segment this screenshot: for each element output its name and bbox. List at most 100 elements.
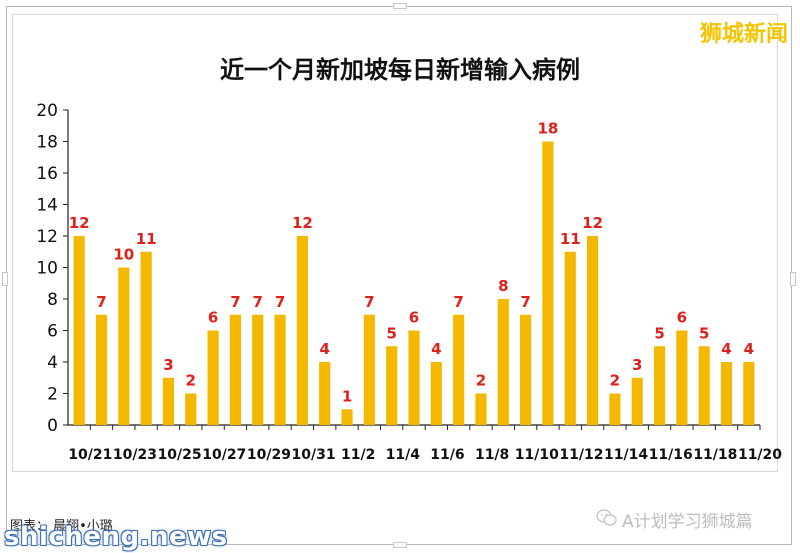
x-tick-label: 11/16 <box>649 447 693 463</box>
bar <box>475 393 487 425</box>
y-tick-label: 0 <box>47 416 58 436</box>
data-label: 7 <box>275 293 285 311</box>
x-tick-label: 11/6 <box>430 447 464 463</box>
bar <box>408 330 420 425</box>
data-label: 8 <box>498 277 508 295</box>
data-label: 3 <box>163 356 173 374</box>
y-tick-label: 12 <box>36 227 58 247</box>
x-tick-label: 10/31 <box>292 447 336 463</box>
x-tick-label: 10/23 <box>113 447 157 463</box>
chart-title: 近一个月新加坡每日新增输入病例 <box>220 56 580 84</box>
data-label: 7 <box>453 293 463 311</box>
bar <box>118 267 130 425</box>
resize-handle-top[interactable] <box>393 3 407 9</box>
bar <box>140 251 152 425</box>
bar <box>720 362 733 425</box>
bar <box>162 377 175 425</box>
data-label: 11 <box>560 230 581 248</box>
bar <box>274 314 286 425</box>
x-tick-label: 11/18 <box>693 447 737 463</box>
x-tick-label: 11/2 <box>341 447 375 463</box>
y-tick-label: 20 <box>36 101 58 121</box>
bar <box>653 346 666 425</box>
bar <box>363 314 375 425</box>
x-tick-label: 11/12 <box>559 447 603 463</box>
resize-handle-bottom[interactable] <box>393 542 407 548</box>
bar <box>207 330 219 425</box>
data-label: 12 <box>582 214 603 232</box>
data-label: 4 <box>721 340 731 358</box>
y-tick-label: 18 <box>36 133 58 153</box>
bar <box>386 346 398 425</box>
bar <box>631 377 643 425</box>
data-label: 3 <box>632 356 642 374</box>
x-tick-label: 11/20 <box>738 447 782 463</box>
brand-logo-text: 狮城新闻 <box>699 22 788 47</box>
data-label: 1 <box>342 387 352 405</box>
data-label: 7 <box>253 293 263 311</box>
bar <box>520 314 532 425</box>
data-label: 6 <box>208 309 218 327</box>
x-tick-label: 10/29 <box>247 447 291 463</box>
data-label: 4 <box>319 340 329 358</box>
bar <box>453 314 465 425</box>
bar <box>587 236 599 425</box>
data-label: 2 <box>186 372 196 390</box>
data-label: 5 <box>699 324 709 342</box>
resize-handle-left[interactable] <box>2 272 8 286</box>
bar <box>542 141 554 425</box>
bar <box>609 393 621 425</box>
bar <box>185 393 197 425</box>
bar <box>743 362 755 425</box>
data-label: 7 <box>520 293 530 311</box>
bar <box>252 314 264 425</box>
bar <box>341 409 353 425</box>
data-label: 4 <box>431 340 441 358</box>
y-tick-label: 10 <box>36 259 58 279</box>
y-tick-label: 14 <box>36 196 58 216</box>
data-label: 7 <box>230 293 240 311</box>
x-tick-label: 11/4 <box>386 447 421 463</box>
data-label: 6 <box>409 309 419 327</box>
y-tick-label: 2 <box>47 385 58 405</box>
data-label: 7 <box>96 293 106 311</box>
bar <box>229 314 241 425</box>
bar <box>73 236 85 425</box>
x-tick-label: 11/10 <box>515 447 559 463</box>
wechat-account-name: A计划学习狮城篇 <box>622 512 753 532</box>
bar <box>319 362 331 425</box>
data-label: 5 <box>386 324 396 342</box>
x-tick-label: 10/27 <box>202 447 246 463</box>
data-label: 4 <box>744 340 754 358</box>
bar <box>296 236 308 425</box>
data-label: 6 <box>677 309 687 327</box>
bar <box>676 330 688 425</box>
resize-handle-right[interactable] <box>790 272 796 286</box>
data-label: 5 <box>654 324 664 342</box>
x-tick-label: 11/14 <box>604 447 648 463</box>
data-label: 10 <box>113 246 134 264</box>
bar <box>95 314 108 425</box>
data-label: 12 <box>69 214 90 232</box>
chart-source-caption: 图表： 晨翔•小璐 <box>10 519 113 534</box>
y-tick-label: 4 <box>47 353 58 373</box>
wechat-icon <box>596 509 617 526</box>
x-tick-label: 10/25 <box>158 447 202 463</box>
data-label: 12 <box>292 214 313 232</box>
data-label: 2 <box>610 372 620 390</box>
bar <box>430 362 442 425</box>
bar <box>497 299 509 425</box>
data-label: 7 <box>364 293 374 311</box>
data-label: 11 <box>136 230 157 248</box>
x-tick-label: 11/8 <box>475 447 509 463</box>
x-tick-label: 10/21 <box>68 447 112 463</box>
bar <box>564 251 576 425</box>
y-tick-label: 8 <box>47 290 58 310</box>
data-label: 2 <box>476 372 486 390</box>
y-tick-label: 6 <box>47 322 58 342</box>
y-tick-label: 16 <box>36 164 58 184</box>
site-watermark: shicheng.news <box>4 522 228 552</box>
data-label: 18 <box>537 120 558 138</box>
bar <box>698 346 710 425</box>
